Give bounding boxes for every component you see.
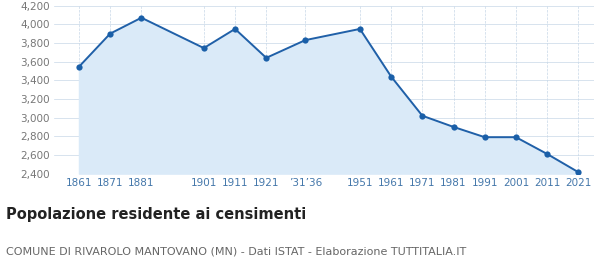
Point <box>480 135 490 139</box>
Point <box>449 125 458 129</box>
Point <box>418 113 427 118</box>
Point <box>511 135 521 139</box>
Point <box>74 64 84 69</box>
Point <box>386 74 396 79</box>
Point <box>106 31 115 36</box>
Point <box>137 15 146 20</box>
Point <box>301 38 310 42</box>
Point <box>199 46 209 50</box>
Point <box>262 56 271 60</box>
Point <box>355 27 365 31</box>
Point <box>574 170 583 174</box>
Point <box>230 27 240 31</box>
Text: COMUNE DI RIVAROLO MANTOVANO (MN) - Dati ISTAT - Elaborazione TUTTITALIA.IT: COMUNE DI RIVAROLO MANTOVANO (MN) - Dati… <box>6 246 466 256</box>
Text: Popolazione residente ai censimenti: Popolazione residente ai censimenti <box>6 207 306 222</box>
Point <box>542 152 552 156</box>
